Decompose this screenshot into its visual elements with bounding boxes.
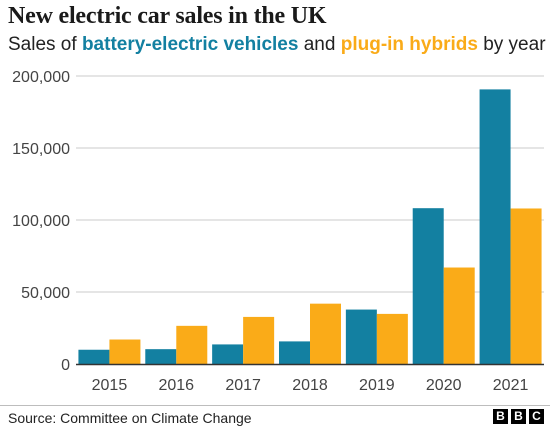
y-tick-label: 200,000	[12, 69, 70, 86]
bar-bev-2016	[145, 349, 177, 364]
bar-bev-2020	[412, 208, 444, 364]
chart-subtitle: Sales of battery-electric vehicles and p…	[8, 34, 546, 56]
footer-divider	[0, 405, 550, 406]
bar-phev-2015	[109, 339, 141, 364]
bar-bev-2019	[345, 309, 377, 364]
bbc-logo-letter: B	[511, 409, 526, 424]
x-tick-label: 2021	[493, 377, 529, 394]
y-tick-label: 0	[61, 357, 70, 374]
bar-bev-2017	[212, 344, 244, 364]
subtitle-middle: and	[298, 34, 341, 55]
x-tick-label: 2017	[225, 377, 261, 394]
source-note: Source: Committee on Climate Change	[8, 410, 252, 426]
y-tick-label: 150,000	[12, 141, 70, 158]
bbc-logo-letter: B	[493, 409, 508, 424]
x-tick-label: 2016	[158, 377, 194, 394]
bar-bev-2021	[479, 89, 511, 364]
bar-phev-2019	[376, 313, 408, 364]
x-tick-label: 2019	[359, 377, 395, 394]
bar-phev-2020	[443, 267, 475, 364]
bar-chart: 0 50,000 100,000 150,000 200,000 2015 2016 2017…	[12, 69, 544, 394]
y-tick-label: 50,000	[21, 285, 70, 302]
bar-phev-2021	[510, 208, 542, 364]
x-tick-label: 2018	[292, 377, 328, 394]
bar-phev-2017	[243, 316, 275, 364]
bbc-logo: B B C	[493, 409, 544, 424]
bbc-logo-letter: C	[529, 409, 544, 424]
bar-bev-2018	[279, 341, 310, 364]
subtitle-prefix: Sales of	[8, 34, 82, 55]
subtitle-suffix: by year	[477, 34, 546, 55]
bar-bev-2015	[78, 349, 110, 364]
bar-phev-2016	[176, 325, 208, 364]
y-tick-label: 100,000	[12, 213, 70, 230]
x-tick-label: 2015	[92, 377, 128, 394]
chart-title: New electric car sales in the UK	[8, 3, 327, 29]
x-tick-label: 2020	[426, 377, 462, 394]
bar-phev-2018	[310, 303, 341, 364]
legend-phev-label: plug-in hybrids	[340, 34, 478, 55]
legend-bev-label: battery-electric vehicles	[81, 34, 299, 55]
